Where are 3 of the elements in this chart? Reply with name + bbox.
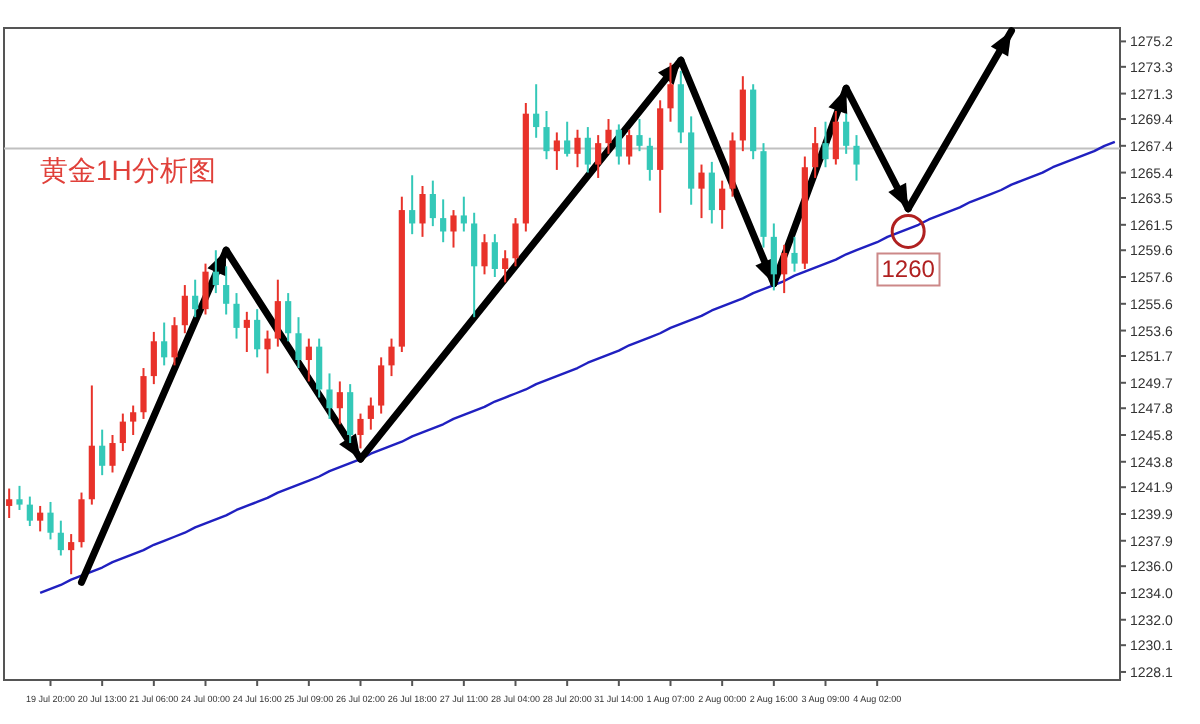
line-series <box>38 140 1117 595</box>
annotation: 1260 <box>881 255 936 284</box>
text: 黄金1H分析图 <box>40 154 216 186</box>
